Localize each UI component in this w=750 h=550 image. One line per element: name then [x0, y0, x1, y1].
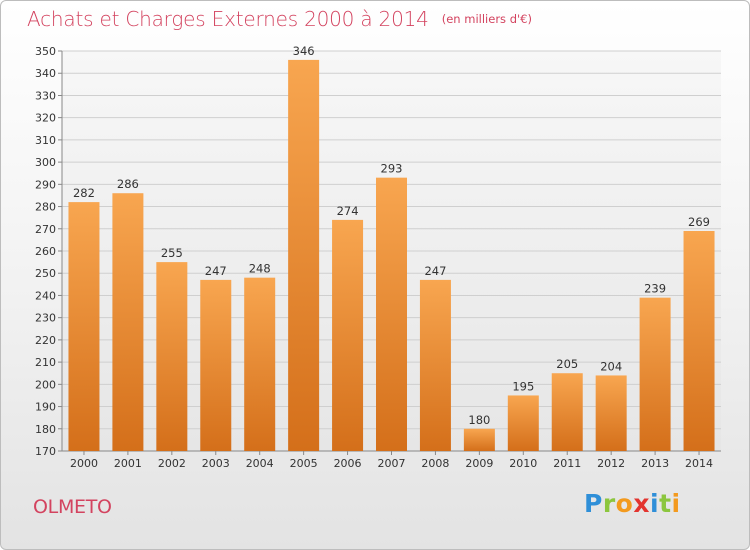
y-tick-label: 320	[35, 112, 56, 125]
bar	[419, 279, 451, 451]
logo-letter: P	[584, 489, 603, 518]
logo-letter: r	[602, 489, 616, 518]
data-label: 204	[600, 359, 622, 373]
data-label: 269	[688, 215, 710, 229]
data-label: 346	[293, 44, 315, 58]
x-tick-label: 2010	[509, 457, 537, 470]
y-tick-label: 210	[35, 356, 56, 369]
bar	[288, 59, 320, 452]
x-tick-label: 2014	[685, 457, 713, 470]
y-tick-label: 270	[35, 223, 56, 236]
x-tick-label: 2008	[421, 457, 449, 470]
logo-letter: x	[633, 489, 650, 518]
x-tick-label: 2011	[553, 457, 581, 470]
y-tick-label: 330	[35, 89, 56, 102]
y-tick-label: 260	[35, 245, 56, 258]
data-label: 239	[644, 282, 666, 296]
bar	[595, 375, 627, 451]
bar	[551, 373, 583, 451]
y-tick-label: 240	[35, 289, 56, 302]
y-tick-label: 190	[35, 401, 56, 414]
y-tick-label: 220	[35, 334, 56, 347]
data-label: 286	[117, 177, 139, 191]
y-tick-label: 200	[35, 378, 56, 391]
data-label: 195	[512, 379, 534, 393]
y-tick-label: 170	[35, 445, 56, 458]
y-tick-label: 250	[35, 267, 56, 280]
bar	[639, 297, 671, 451]
x-tick-label: 2003	[202, 457, 230, 470]
commune-name: OLMETO	[33, 496, 112, 518]
bar	[112, 193, 144, 451]
y-tick-label: 180	[35, 423, 56, 436]
x-tick-label: 2013	[641, 457, 669, 470]
x-tick-label: 2009	[465, 457, 493, 470]
y-tick-label: 340	[35, 67, 56, 80]
bar	[376, 177, 407, 451]
chart-title: Achats et Charges Externes 2000 à 2014	[27, 7, 429, 31]
chart-unit: (en milliers d'€)	[441, 12, 532, 26]
chart-title-block: Achats et Charges Externes 2000 à 2014 (…	[27, 7, 532, 31]
data-label: 274	[337, 204, 359, 218]
y-tick-label: 230	[35, 312, 56, 325]
logo-letter: i	[671, 489, 681, 518]
data-label: 205	[556, 357, 578, 371]
x-tick-label: 2004	[246, 457, 274, 470]
y-tick-label: 310	[35, 134, 56, 147]
data-label: 180	[468, 413, 490, 427]
x-tick-label: 2001	[114, 457, 142, 470]
x-tick-label: 2007	[378, 457, 406, 470]
data-label: 247	[424, 264, 446, 278]
logo-letter: i	[650, 489, 660, 518]
bar	[683, 231, 715, 451]
logo-letter: o	[615, 489, 634, 518]
data-label: 293	[381, 162, 403, 176]
y-tick-label: 290	[35, 178, 56, 191]
x-tick-label: 2005	[290, 457, 318, 470]
data-label: 247	[205, 264, 227, 278]
bar	[200, 279, 232, 451]
bar	[332, 219, 364, 451]
x-tick-label: 2012	[597, 457, 625, 470]
y-tick-label: 280	[35, 201, 56, 214]
y-tick-label: 350	[35, 45, 56, 58]
bar	[156, 262, 188, 451]
data-label: 282	[73, 186, 95, 200]
proxiti-logo[interactable]: Proxiti	[584, 489, 681, 518]
y-tick-label: 300	[35, 156, 56, 169]
data-label: 248	[249, 262, 271, 276]
bar	[68, 202, 100, 451]
bar	[507, 395, 539, 451]
x-tick-label: 2002	[158, 457, 186, 470]
logo-letter: t	[659, 489, 672, 518]
bar	[463, 428, 495, 451]
bar	[244, 277, 276, 451]
x-tick-label: 2006	[334, 457, 362, 470]
data-label: 255	[161, 246, 183, 260]
x-tick-label: 2000	[70, 457, 98, 470]
